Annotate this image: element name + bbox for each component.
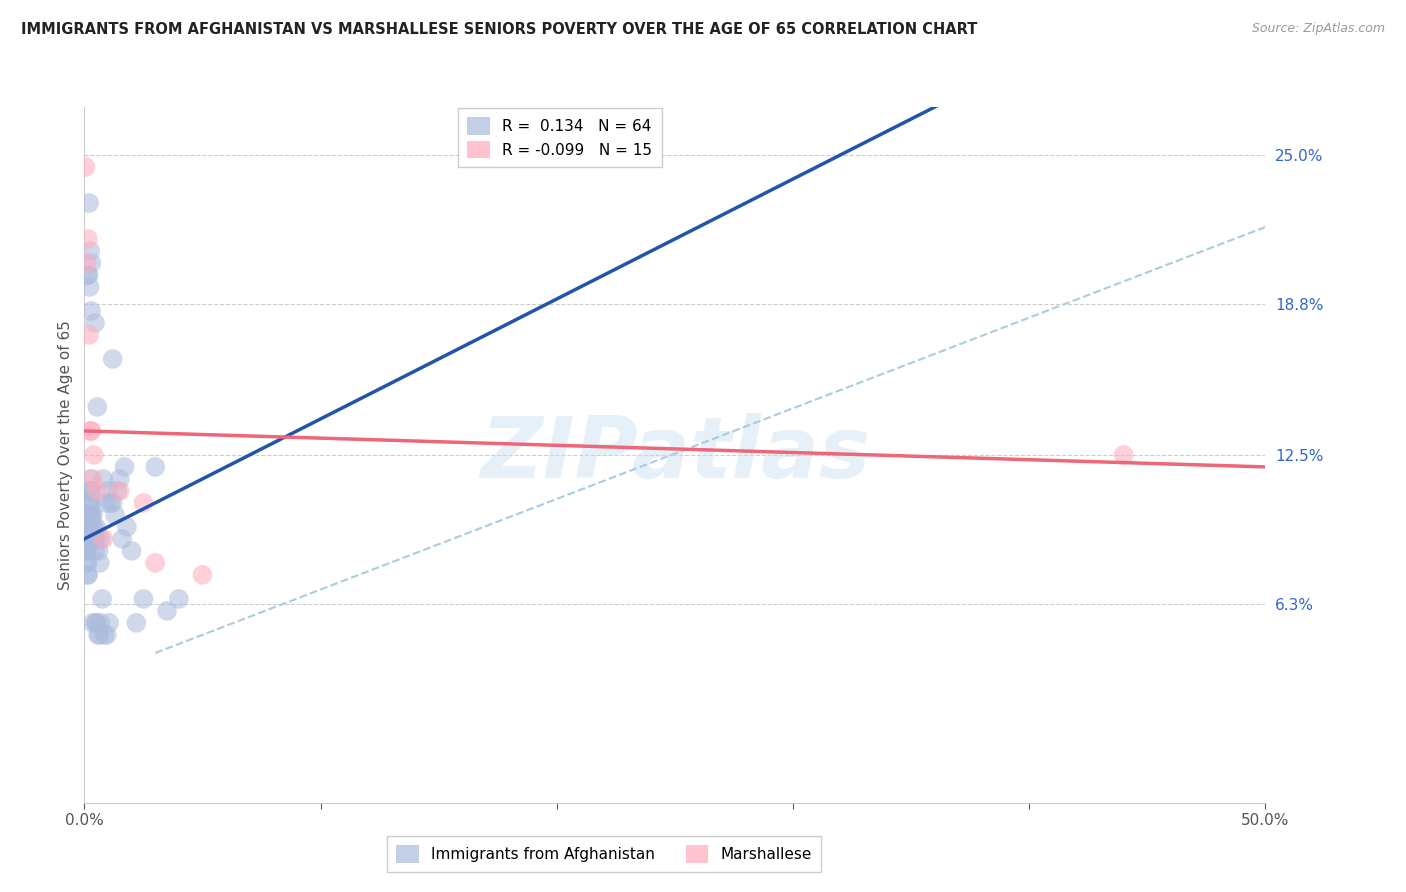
Text: Source: ZipAtlas.com: Source: ZipAtlas.com [1251, 22, 1385, 36]
Point [143, 556, 166, 570]
Point [80, 304, 103, 318]
Point [91, 532, 114, 546]
Point [125, 615, 148, 630]
Point [83, 520, 105, 534]
Point [77, 268, 100, 282]
Point [82, 615, 104, 630]
Point [132, 496, 155, 510]
Point [80, 483, 103, 498]
Point [91, 472, 114, 486]
Point [96, 628, 118, 642]
Point [80, 256, 103, 270]
Point [80, 508, 103, 522]
Point [83, 532, 105, 546]
Point [86, 400, 108, 414]
Point [77, 567, 100, 582]
Point [77, 268, 100, 282]
Point [83, 532, 105, 546]
Point [79, 244, 101, 258]
Point [143, 459, 166, 474]
Point [79, 508, 101, 522]
Point [77, 196, 100, 211]
Point [115, 520, 138, 534]
Point [108, 472, 131, 486]
Point [76, 567, 98, 582]
Point [97, 483, 120, 498]
Point [77, 508, 100, 522]
Point [79, 496, 101, 510]
Point [93, 628, 115, 642]
Point [101, 496, 124, 510]
Point [75, 520, 97, 534]
Point [79, 483, 101, 498]
Point [76, 556, 98, 570]
Point [87, 544, 110, 558]
Point [79, 280, 101, 294]
Point [77, 483, 100, 498]
Point [84, 544, 107, 558]
Point [91, 591, 114, 606]
Point [1112, 448, 1135, 462]
Point [114, 459, 136, 474]
Point [76, 532, 98, 546]
Point [79, 496, 101, 510]
Point [191, 567, 214, 582]
Point [98, 496, 121, 510]
Point [104, 508, 127, 522]
Point [80, 508, 103, 522]
Point [121, 544, 143, 558]
Point [77, 532, 100, 546]
Point [82, 532, 104, 546]
Point [87, 628, 110, 642]
Point [101, 351, 124, 366]
Point [90, 532, 112, 546]
Point [75, 160, 97, 174]
Point [83, 448, 105, 462]
Point [77, 328, 100, 343]
Point [79, 424, 101, 438]
Point [76, 544, 98, 558]
Point [84, 316, 107, 330]
Point [80, 424, 103, 438]
Point [79, 472, 101, 486]
Point [79, 520, 101, 534]
Point [76, 556, 98, 570]
Point [156, 604, 179, 618]
Point [111, 532, 134, 546]
Point [77, 520, 100, 534]
Point [77, 232, 100, 246]
Point [108, 483, 131, 498]
Point [77, 532, 100, 546]
Text: IMMIGRANTS FROM AFGHANISTAN VS MARSHALLESE SENIORS POVERTY OVER THE AGE OF 65 CO: IMMIGRANTS FROM AFGHANISTAN VS MARSHALLE… [21, 22, 977, 37]
Point [86, 483, 108, 498]
Point [89, 615, 111, 630]
Y-axis label: Seniors Poverty Over the Age of 65: Seniors Poverty Over the Age of 65 [58, 320, 73, 590]
Point [75, 544, 97, 558]
Point [107, 483, 129, 498]
Point [75, 532, 97, 546]
Point [84, 520, 107, 534]
Point [76, 544, 98, 558]
Point [98, 615, 121, 630]
Point [82, 508, 104, 522]
Point [167, 591, 190, 606]
Point [89, 556, 111, 570]
Point [82, 520, 104, 534]
Legend: Immigrants from Afghanistan, Marshallese: Immigrants from Afghanistan, Marshallese [387, 836, 821, 871]
Point [84, 615, 107, 630]
Point [80, 496, 103, 510]
Point [82, 472, 104, 486]
Point [132, 591, 155, 606]
Point [89, 628, 111, 642]
Text: ZIPatlas: ZIPatlas [479, 413, 870, 497]
Point [86, 615, 108, 630]
Point [86, 532, 108, 546]
Point [94, 496, 117, 510]
Point [76, 256, 98, 270]
